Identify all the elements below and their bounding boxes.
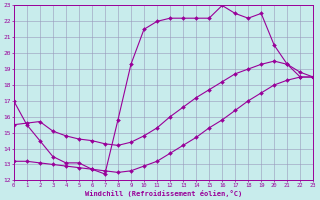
X-axis label: Windchill (Refroidissement éolien,°C): Windchill (Refroidissement éolien,°C) (85, 190, 242, 197)
